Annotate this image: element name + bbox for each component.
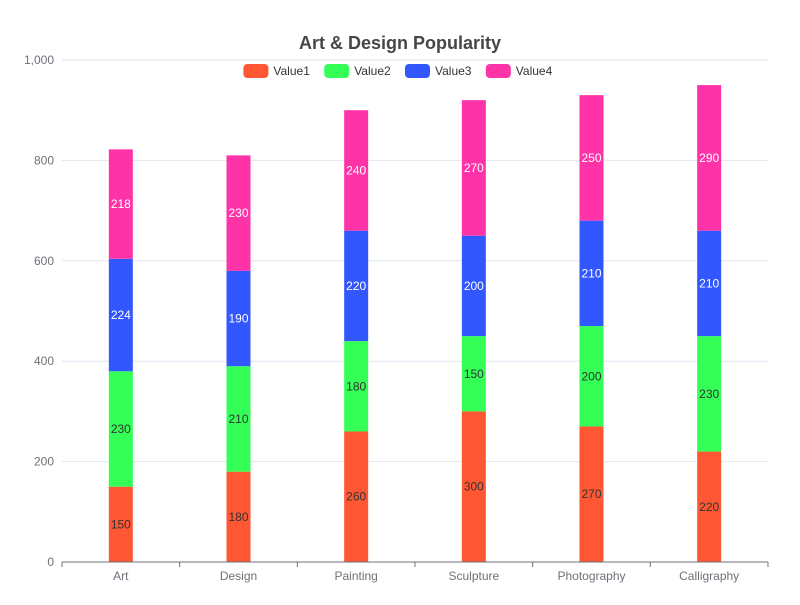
bar-value-label: 240 xyxy=(346,163,366,177)
bar-value-label: 210 xyxy=(699,276,719,290)
legend-label: Value2 xyxy=(354,64,391,78)
bar-segment[interactable] xyxy=(461,235,486,337)
bar-value-label: 250 xyxy=(581,151,601,165)
bar-segment[interactable] xyxy=(344,230,369,342)
bar-segment[interactable] xyxy=(108,371,133,487)
bar-segment[interactable] xyxy=(461,100,486,236)
bar-value-labels: 150 230 224 218 180 210 190 230 260 180 220 240 300 1… xyxy=(111,151,720,531)
x-tick-label: Sculpture xyxy=(448,569,499,583)
bar-value-label: 230 xyxy=(699,387,719,401)
chart-title: Art & Design Popularity xyxy=(299,33,501,53)
bar-segment[interactable] xyxy=(697,85,722,231)
bar-segment[interactable] xyxy=(344,341,369,432)
grid-lines xyxy=(62,59,768,463)
legend-swatch xyxy=(324,64,350,78)
bar-segment[interactable] xyxy=(579,220,604,327)
legend-swatch xyxy=(405,64,430,78)
y-tick-label: 400 xyxy=(34,354,54,368)
bar-segment[interactable] xyxy=(579,426,604,562)
y-tick-label: 1,000 xyxy=(24,53,54,67)
bar-segment[interactable] xyxy=(579,326,604,427)
bar-value-label: 210 xyxy=(228,412,248,426)
bar-value-label: 220 xyxy=(699,500,719,514)
legend-item[interactable]: Value2 xyxy=(324,64,391,78)
bar-segment[interactable] xyxy=(579,95,604,221)
bar-segment[interactable] xyxy=(108,258,133,372)
bar-value-label: 224 xyxy=(111,308,131,322)
y-tick-label: 600 xyxy=(34,254,54,268)
bar-value-label: 270 xyxy=(464,161,484,175)
legend-item[interactable]: Value1 xyxy=(243,64,310,78)
x-tick-label: Design xyxy=(220,569,257,583)
legend-item[interactable]: Value4 xyxy=(485,64,553,78)
legend-swatch xyxy=(243,64,269,78)
legend-label: Value1 xyxy=(273,64,310,78)
bar-segment[interactable] xyxy=(226,270,251,367)
y-tick-label: 200 xyxy=(34,455,54,469)
bar-segment[interactable] xyxy=(697,451,722,562)
legend-swatch xyxy=(485,64,511,78)
bar-value-label: 150 xyxy=(464,367,484,381)
x-tick-label: Painting xyxy=(334,569,377,583)
bar-value-label: 150 xyxy=(111,517,131,531)
bars xyxy=(108,85,722,562)
bar-segment[interactable] xyxy=(697,230,722,337)
y-tick-label: 800 xyxy=(34,153,54,167)
bar-segment[interactable] xyxy=(108,486,133,562)
bar-segment[interactable] xyxy=(344,431,369,562)
bar-value-label: 230 xyxy=(228,206,248,220)
bar-segment[interactable] xyxy=(461,411,486,562)
bar-segment[interactable] xyxy=(226,366,251,472)
y-axis: 0 200 400 600 800 1,000 xyxy=(24,53,54,569)
bar-segment[interactable] xyxy=(344,110,369,231)
bar-value-label: 180 xyxy=(346,379,366,393)
y-tick-label: 0 xyxy=(47,555,54,569)
legend-item[interactable]: Value3 xyxy=(405,64,472,78)
bar-value-label: 180 xyxy=(228,510,248,524)
bar-segment[interactable] xyxy=(697,336,722,452)
bar-value-label: 200 xyxy=(581,369,601,383)
bar-value-label: 260 xyxy=(346,490,366,504)
legend[interactable]: Value1 Value2 Value3 Value4 xyxy=(243,64,553,78)
bar-segment[interactable] xyxy=(108,149,133,259)
bar-segment[interactable] xyxy=(461,336,486,412)
bar-segment[interactable] xyxy=(226,155,251,271)
x-tick-label: Photography xyxy=(557,569,625,583)
x-axis: Art Design Painting Sculpture Photography Cal… xyxy=(61,561,769,583)
legend-label: Value3 xyxy=(435,64,472,78)
bar-value-label: 270 xyxy=(581,487,601,501)
bar-value-label: 300 xyxy=(464,480,484,494)
legend-label: Value4 xyxy=(516,64,553,78)
bar-value-label: 200 xyxy=(464,279,484,293)
bar-value-label: 210 xyxy=(581,266,601,280)
bar-value-label: 220 xyxy=(346,279,366,293)
bar-segment[interactable] xyxy=(226,471,251,562)
bar-value-label: 218 xyxy=(111,197,131,211)
x-tick-label: Calligraphy xyxy=(679,569,739,583)
bar-value-label: 290 xyxy=(699,151,719,165)
bar-value-label: 190 xyxy=(228,312,248,326)
x-tick-label: Art xyxy=(113,569,129,583)
bar-value-label: 230 xyxy=(111,422,131,436)
